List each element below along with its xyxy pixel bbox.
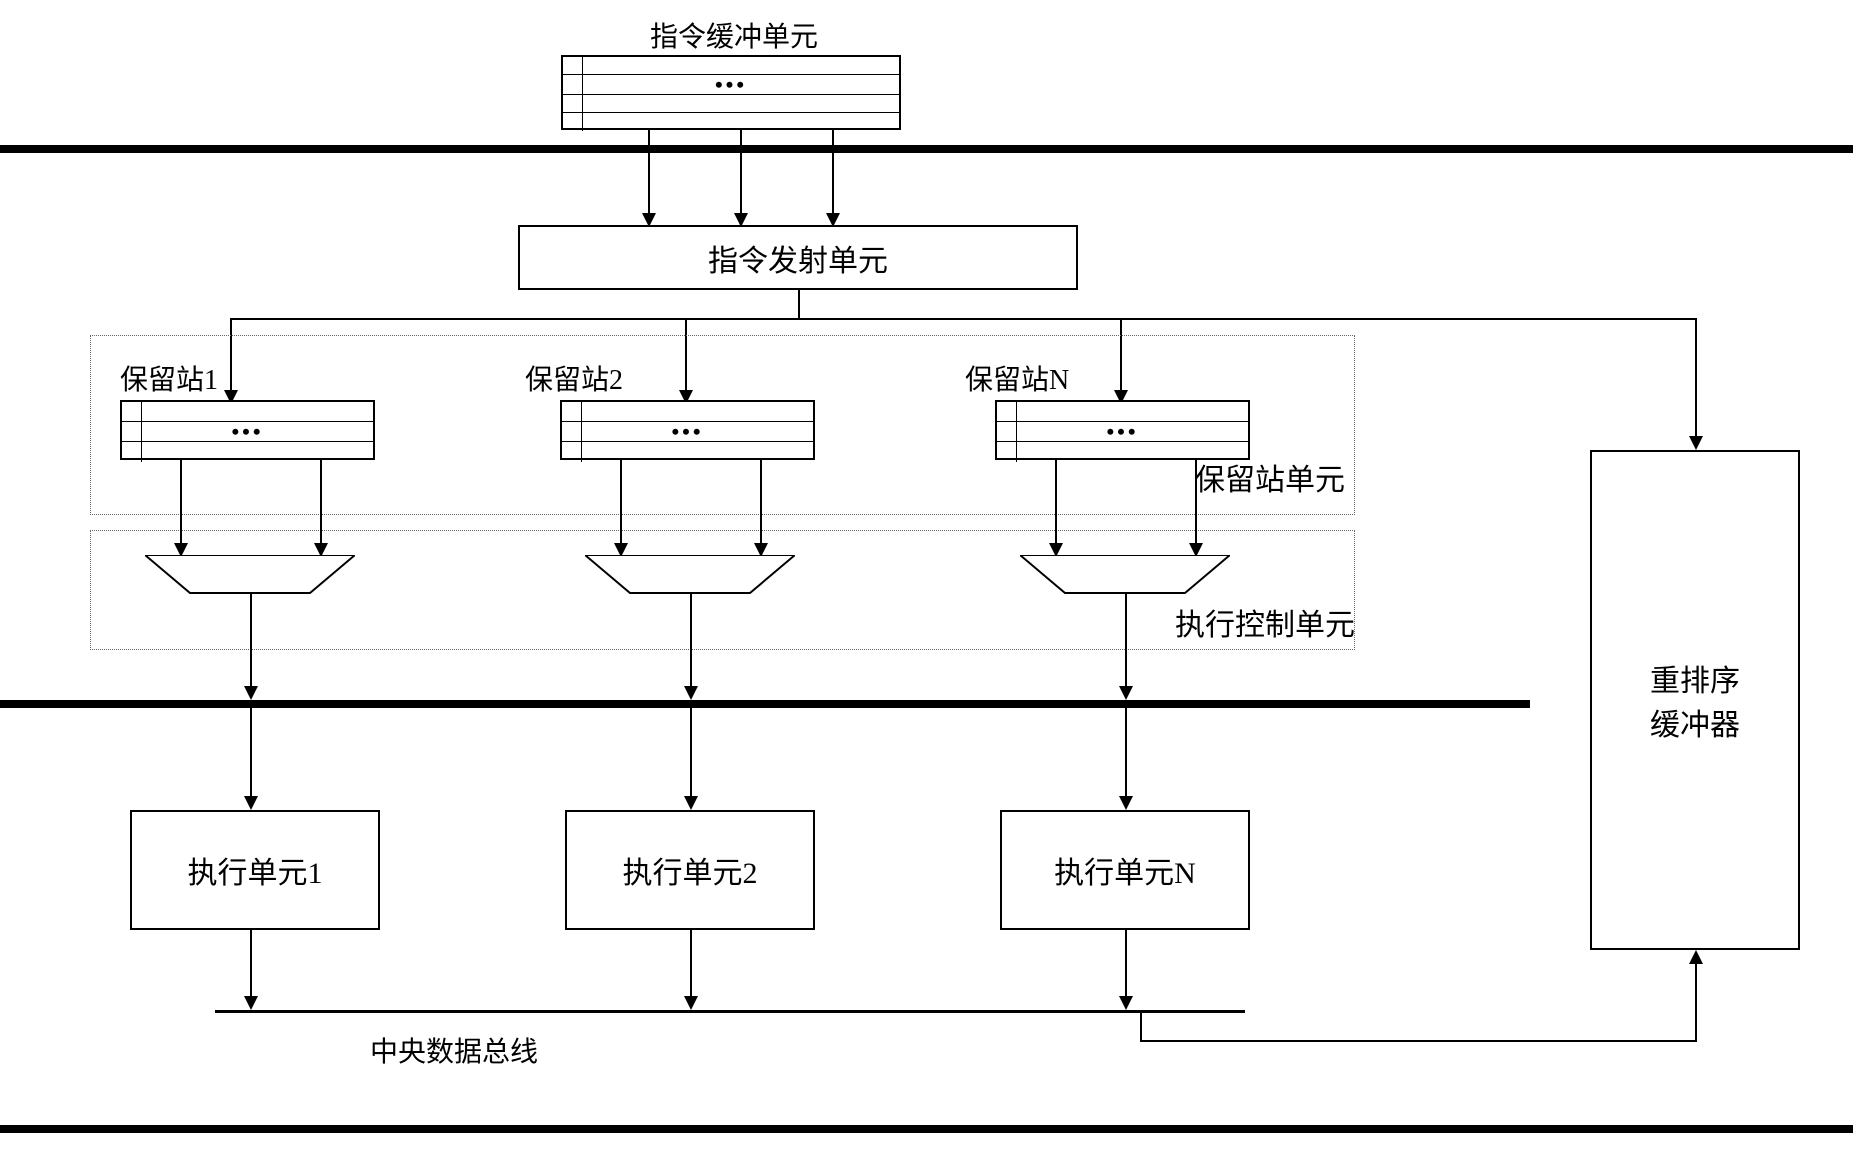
rs2-table: •••	[560, 400, 815, 460]
central-data-bus	[215, 1010, 1245, 1013]
bus-bar-3	[0, 1125, 1853, 1133]
arrow-buffer-3	[832, 130, 834, 215]
rs2-label: 保留站2	[525, 358, 623, 398]
exec2-label: 执行单元2	[623, 848, 758, 892]
arrow-buffer-2	[740, 130, 742, 215]
issue-unit-label: 指令发射单元	[708, 236, 888, 280]
exec1-box: 执行单元1	[130, 810, 380, 930]
central-bus-label: 中央数据总线	[370, 1030, 538, 1070]
rs1-dots: •••	[231, 419, 263, 445]
instruction-buffer-table: •••	[561, 55, 901, 130]
rs2-dots: •••	[671, 419, 703, 445]
exec-ctrl-label: 执行控制单元	[1175, 600, 1355, 644]
rs1-label: 保留站1	[120, 358, 218, 398]
rs1-table: •••	[120, 400, 375, 460]
exec2-box: 执行单元2	[565, 810, 815, 930]
execN-label: 执行单元N	[1054, 848, 1196, 892]
issue-unit-box: 指令发射单元	[518, 225, 1078, 290]
bus-bar-1	[0, 145, 1853, 153]
rsN-dots: •••	[1106, 419, 1138, 445]
exec1-label: 执行单元1	[188, 848, 323, 892]
reorder-buffer-label-1: 重排序	[1650, 656, 1740, 700]
buffer-dots: •••	[715, 72, 747, 98]
mux1	[145, 555, 355, 595]
arrow-buffer-1	[648, 130, 650, 215]
rsN-table: •••	[995, 400, 1250, 460]
reorder-buffer-label-2: 缓冲器	[1650, 700, 1740, 744]
buffer-title-label: 指令缓冲单元	[650, 15, 818, 55]
mux2	[585, 555, 795, 595]
muxN	[1020, 555, 1230, 595]
execN-box: 执行单元N	[1000, 810, 1250, 930]
reorder-buffer-box: 重排序 缓冲器	[1590, 450, 1800, 950]
rsN-label: 保留站N	[965, 358, 1069, 398]
bus-bar-2	[0, 700, 1530, 708]
